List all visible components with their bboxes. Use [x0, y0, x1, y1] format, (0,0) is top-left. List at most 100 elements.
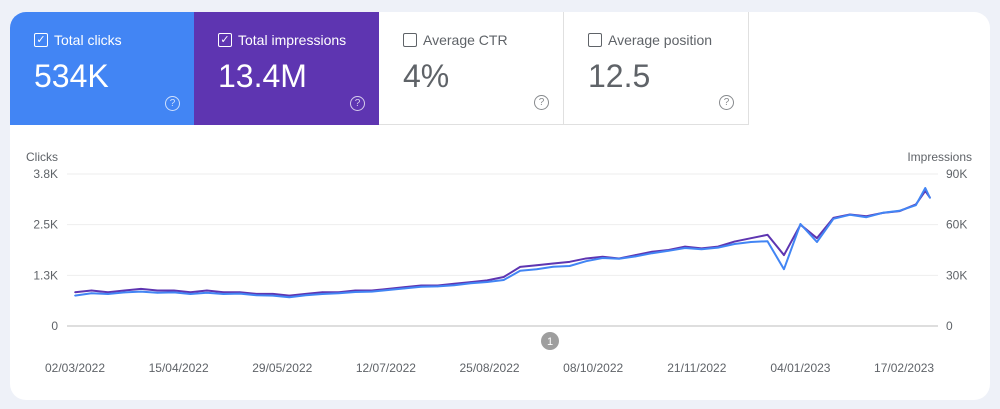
data-point-clicks [929, 197, 931, 199]
data-point-clicks [107, 293, 109, 295]
help-icon[interactable]: ? [534, 95, 549, 110]
metric-card-average-ctr[interactable]: Average CTR 4% ? [379, 12, 564, 125]
data-point-impressions [321, 291, 324, 294]
data-point-clicks [799, 223, 802, 225]
data-point-impressions [272, 293, 274, 295]
x-tick-label: 08/10/2022 [563, 361, 623, 375]
metric-label: Average position [608, 32, 713, 48]
help-icon[interactable]: ? [165, 96, 180, 111]
data-point-clicks [601, 257, 604, 259]
data-point-clicks [832, 218, 835, 220]
checkbox-checked-icon[interactable]: ✓ [34, 33, 48, 47]
series-line-clicks [74, 187, 931, 299]
data-point-impressions [74, 291, 76, 294]
right-axis-title: Impressions [907, 150, 972, 164]
data-point-clicks [436, 285, 439, 288]
performance-panel: ✓ Total clicks 534K ? ✓ Total impressions … [10, 12, 990, 400]
data-point-clicks [733, 243, 736, 245]
x-tick-label: 21/11/2022 [667, 361, 726, 375]
data-point-impressions [222, 291, 225, 294]
data-point-impressions [107, 291, 109, 294]
help-icon[interactable]: ? [719, 95, 734, 110]
data-point-clicks [568, 265, 571, 267]
svg-text:1: 1 [547, 336, 553, 348]
data-point-impressions [123, 289, 126, 292]
help-icon[interactable]: ? [350, 96, 365, 111]
data-point-clicks [272, 294, 274, 297]
data-point-clicks [420, 286, 423, 288]
data-point-clicks [387, 289, 390, 291]
data-point-impressions [766, 234, 769, 236]
right-tick-label: 60K [946, 218, 967, 232]
x-tick-label: 04/01/2023 [770, 361, 830, 375]
data-point-clicks [915, 204, 917, 206]
data-point-clicks [370, 290, 373, 293]
left-tick-label: 1.3K [33, 268, 58, 282]
data-point-clicks [288, 296, 291, 299]
x-tick-label: 29/05/2022 [252, 361, 312, 375]
data-point-impressions [140, 288, 142, 290]
data-point-clicks [305, 294, 307, 297]
data-point-clicks [924, 187, 927, 189]
data-point-clicks [321, 293, 324, 295]
x-tick-label: 12/07/2022 [356, 361, 416, 375]
metric-card-average-position[interactable]: Average position 12.5 ? [564, 12, 749, 125]
data-point-clicks [865, 216, 868, 218]
x-tick-label: 17/02/2023 [874, 361, 934, 375]
data-point-impressions [552, 262, 554, 265]
data-point-impressions [519, 266, 521, 268]
data-point-clicks [469, 282, 472, 285]
data-point-clicks [74, 294, 76, 297]
data-point-impressions [733, 240, 736, 243]
checkbox-checked-icon[interactable]: ✓ [218, 33, 232, 47]
metric-value: 13.4M [218, 58, 307, 94]
data-point-clicks [849, 214, 851, 216]
x-tick-label: 02/03/2022 [45, 361, 105, 375]
metric-label: Total clicks [54, 32, 122, 48]
data-point-impressions [486, 279, 488, 282]
data-point-clicks [717, 246, 719, 249]
x-tick-label: 25/08/2022 [460, 361, 520, 375]
metric-value: 12.5 [588, 58, 651, 94]
data-point-impressions [173, 289, 175, 292]
data-point-clicks [90, 292, 93, 295]
data-point-clicks [816, 241, 818, 243]
data-point-clicks [684, 247, 686, 249]
data-point-clicks [519, 270, 521, 272]
left-tick-label: 3.8K [33, 167, 58, 181]
data-point-impressions [502, 276, 505, 278]
data-point-clicks [535, 268, 538, 271]
data-point-clicks [338, 292, 340, 295]
metric-card-total-clicks[interactable]: ✓ Total clicks 534K ? [10, 12, 194, 125]
data-point-clicks [239, 292, 241, 295]
data-point-impressions [535, 264, 538, 267]
data-point-clicks [486, 281, 488, 283]
metric-card-total-impressions[interactable]: ✓ Total impressions 13.4M ? [194, 12, 379, 125]
data-point-clicks [552, 266, 554, 268]
data-point-clicks [354, 291, 357, 293]
right-tick-label: 90K [946, 167, 967, 181]
data-point-clicks [255, 294, 258, 297]
data-point-clicks [634, 255, 637, 258]
data-point-clicks [700, 248, 703, 250]
right-tick-label: 0 [946, 319, 953, 333]
x-tick-label: 15/04/2022 [149, 361, 209, 375]
data-point-clicks [189, 293, 192, 295]
data-point-clicks [123, 291, 126, 294]
checkbox-unchecked-icon[interactable] [403, 33, 417, 47]
data-point-clicks [783, 268, 785, 271]
annotation-marker[interactable]: 1 [541, 332, 559, 350]
data-point-clicks [403, 287, 406, 290]
checkbox-unchecked-icon[interactable] [588, 33, 602, 47]
left-tick-label: 0 [51, 319, 58, 333]
data-point-clicks [206, 292, 208, 294]
data-point-clicks [140, 290, 142, 293]
data-point-impressions [568, 261, 571, 263]
data-point-clicks [453, 284, 456, 287]
data-point-impressions [288, 294, 291, 297]
data-point-clicks [156, 292, 159, 294]
left-tick-label: 2.5K [33, 218, 58, 232]
data-point-clicks [585, 260, 587, 263]
left-axis-title: Clicks [26, 150, 58, 164]
